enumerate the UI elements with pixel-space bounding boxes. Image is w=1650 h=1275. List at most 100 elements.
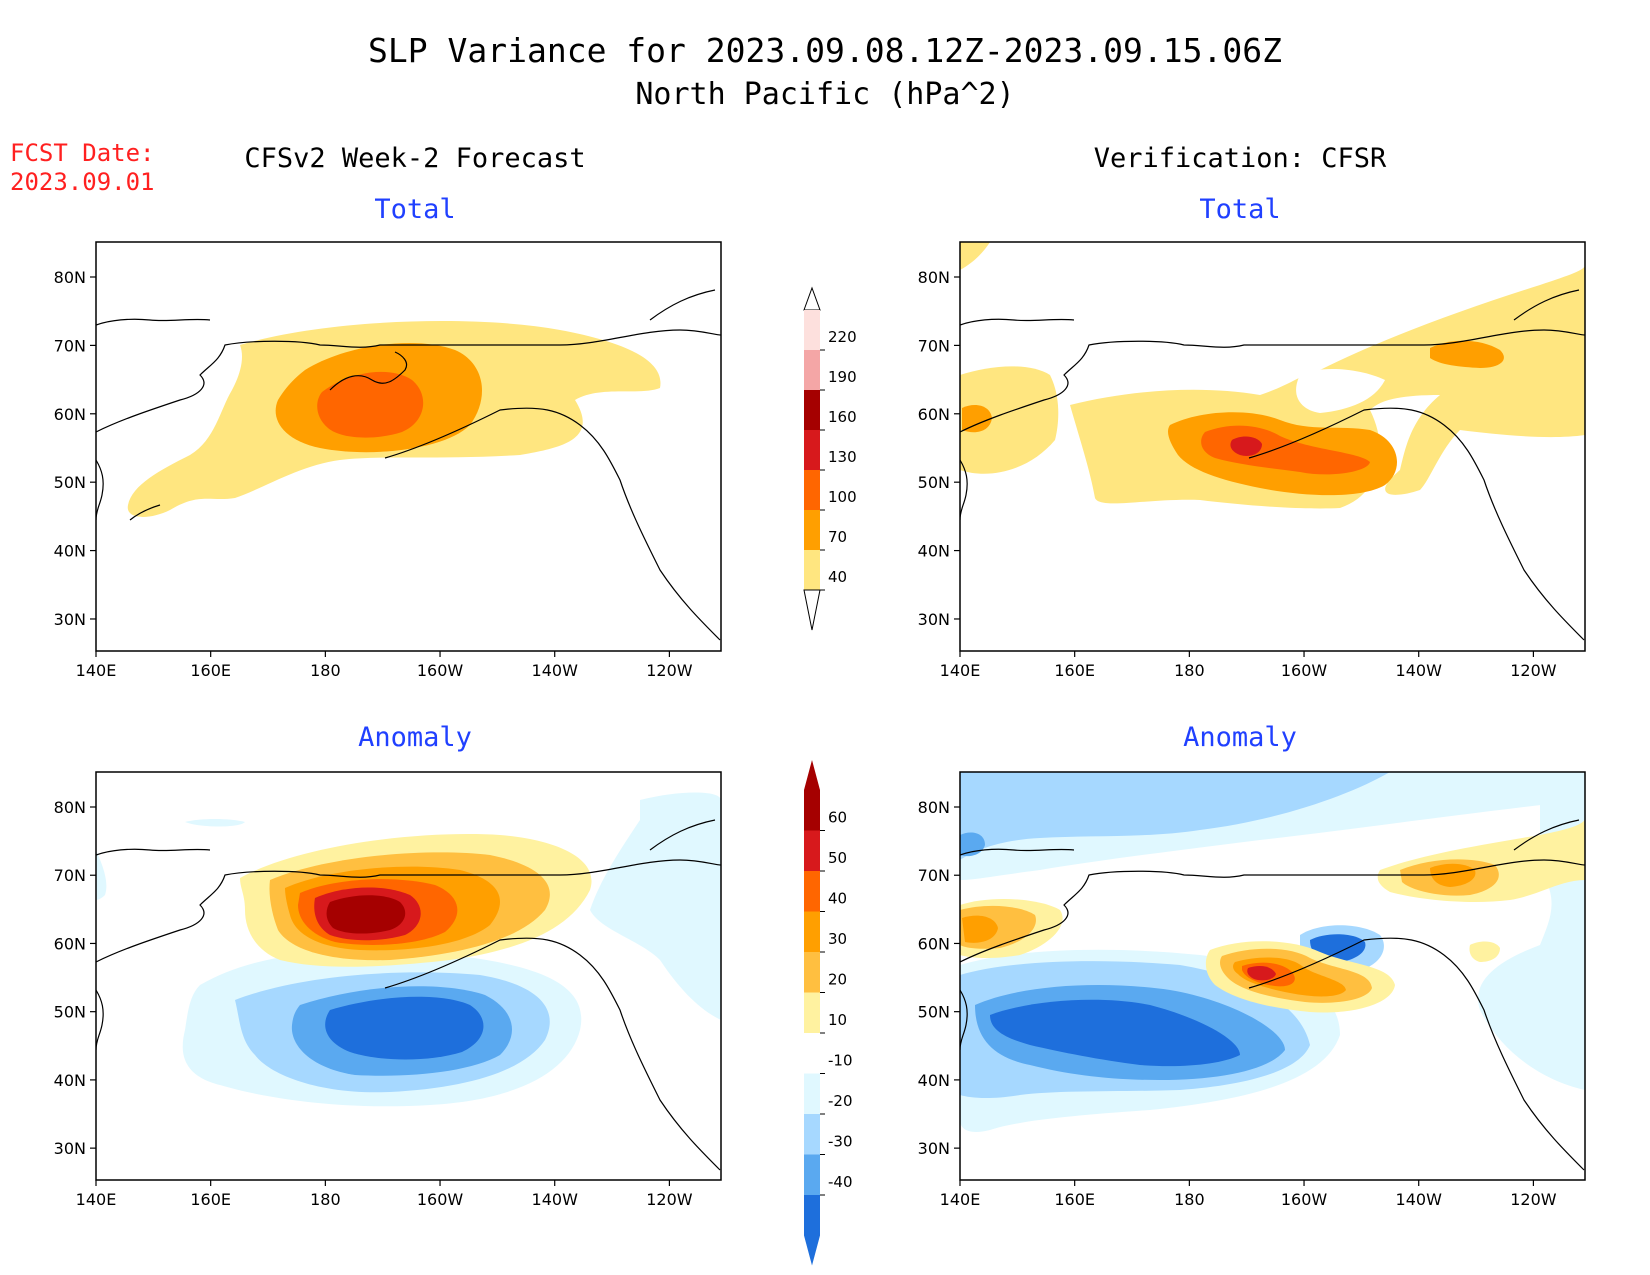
verification-anomaly-map: [960, 772, 1585, 1132]
forecast-anomaly-ytick-label: 50N: [54, 1003, 86, 1022]
verification-total-xtick-label: 160W: [1281, 661, 1328, 680]
forecast-total-xtick-label: 180: [310, 661, 341, 680]
verification-anomaly-ytick-label: 60N: [918, 934, 950, 953]
forecast-total-ytick-label: 80N: [54, 268, 86, 287]
colorbar-total-label: 220: [828, 328, 857, 346]
left-column-title: CFSv2 Week-2 Forecast: [244, 143, 585, 174]
colorbar-total-swatch: [804, 390, 820, 430]
colorbar-total-swatch: [804, 470, 820, 510]
fcst-date: 2023.09.01: [10, 168, 155, 196]
panel-title-forecast-total: Total: [374, 194, 455, 225]
verification-total-map: [960, 242, 1585, 509]
colorbar-total: 220 190 160 130 100 70 40: [803, 286, 857, 631]
subtitle: North Pacific (hPa^2): [635, 77, 1014, 112]
verification-total-xtick-label: 160E: [1054, 661, 1095, 680]
contour-60: [326, 895, 406, 934]
forecast-anomaly-xtick-label: 160E: [190, 1190, 231, 1209]
colorbar-anomaly-swatch: [804, 1073, 820, 1114]
main-title: SLP Variance for 2023.09.08.12Z-2023.09.…: [368, 31, 1282, 70]
forecast-anomaly-xtick-label: 180: [310, 1190, 341, 1209]
contour-neg40-south: [990, 999, 1240, 1067]
contour-neg10-20-east: [590, 792, 721, 1020]
verification-total-xtick-label: 140E: [940, 661, 981, 680]
forecast-anomaly-ytick-label: 30N: [54, 1139, 86, 1158]
verification-anomaly-ytick-label: 80N: [918, 798, 950, 817]
contour-neg10-20-north: [185, 819, 245, 827]
coastline-tr: [960, 289, 1585, 641]
contour-neg10-20-west: [96, 850, 107, 900]
forecast-total-map: [127, 321, 661, 517]
forecast-total-ytick-label: 60N: [54, 405, 86, 424]
forecast-total-xtick-label: 140W: [532, 661, 579, 680]
colorbar-anomaly-label: -30: [828, 1133, 853, 1151]
coastline-bl: [96, 819, 721, 1171]
colorbar-anomaly-swatch: [804, 871, 820, 912]
colorbar-anomaly-label: 30: [828, 930, 847, 948]
verification-total-ytick-label: 30N: [918, 610, 950, 629]
frame-verification-anomaly: [959, 771, 1586, 1181]
right-column-title: Verification: CFSR: [1094, 143, 1387, 174]
forecast-total-xtick-label: 160E: [190, 661, 231, 680]
colorbar-anomaly-swatch: [804, 952, 820, 993]
forecast-anomaly-ytick-label: 60N: [54, 934, 86, 953]
panel-title-verification-anomaly: Anomaly: [1183, 722, 1297, 753]
forecast-anomaly-xtick-label: 120W: [646, 1190, 693, 1209]
forecast-total-ytick-label: 50N: [54, 473, 86, 492]
colorbar-anomaly-swatch: [804, 1033, 820, 1074]
colorbar-total-swatch: [804, 350, 820, 390]
coastline-tl: [96, 289, 721, 641]
contour-30-40-northeast: [1430, 863, 1476, 887]
verification-total-xtick-label: 140W: [1396, 661, 1443, 680]
colorbar-anomaly-label: 60: [828, 809, 847, 827]
colorbar-anomaly-label: 40: [828, 890, 847, 908]
forecast-anomaly-xtick-label: 140E: [76, 1190, 117, 1209]
verification-total-ytick-label: 40N: [918, 542, 950, 561]
colorbar-total-label: 70: [828, 528, 847, 546]
colorbar-anomaly-swatch: [804, 790, 820, 831]
verification-total-ytick-label: 50N: [918, 473, 950, 492]
verification-anomaly-xtick-label: 140E: [940, 1190, 981, 1209]
axes-layer: 140E 160E 180 160W 140W 120W 80N 70N 60N 50N 40N 30…: [54, 268, 1557, 1209]
colorbar-total-label: 190: [828, 368, 857, 386]
forecast-total-ytick-label: 70N: [54, 336, 86, 355]
colorbar-anomaly-label: -20: [828, 1092, 853, 1110]
colorbar-anomaly-label: -40: [828, 1173, 853, 1191]
verification-anomaly-ytick-label: 50N: [918, 1003, 950, 1022]
panel-title-forecast-anomaly: Anomaly: [358, 722, 472, 753]
colorbar-anomaly-swatch: [804, 830, 820, 871]
forecast-total-xtick-label: 120W: [646, 661, 693, 680]
forecast-anomaly-map: [96, 792, 721, 1107]
contour-40-70-west: [960, 366, 1059, 474]
contour-40-70-northeast: [960, 242, 990, 270]
forecast-anomaly-ytick-label: 70N: [54, 866, 86, 885]
verification-total-ytick-label: 70N: [918, 336, 950, 355]
verification-total-ytick-label: 80N: [918, 268, 950, 287]
forecast-anomaly-ytick-label: 40N: [54, 1071, 86, 1090]
panel-title-verification-total: Total: [1199, 194, 1280, 225]
colorbar-total-top-arrow: [803, 286, 821, 311]
contour-neg20-30-north: [960, 772, 1390, 860]
forecast-total-xtick-label: 160W: [417, 661, 464, 680]
verification-anomaly-xtick-label: 180: [1174, 1190, 1205, 1209]
colorbar-total-bottom-arrow: [803, 589, 821, 631]
colorbar-anomaly-label: 50: [828, 849, 847, 867]
colorbar-total-swatch: [804, 430, 820, 470]
verification-total-xtick-label: 120W: [1510, 661, 1557, 680]
verification-anomaly-xtick-label: 160W: [1281, 1190, 1328, 1209]
forecast-total-xtick-label: 140E: [76, 661, 117, 680]
contour-70-100-east: [1430, 340, 1504, 368]
verification-anomaly-xtick-label: 120W: [1510, 1190, 1557, 1209]
contour-100-130: [317, 371, 424, 438]
frame-verification-total: [959, 241, 1586, 652]
colorbar-anomaly-swatch: [804, 911, 820, 952]
colorbar-anomaly-top-arrow: [804, 760, 820, 790]
colorbar-total-label: 40: [828, 568, 847, 586]
contour-neg40: [325, 996, 484, 1060]
verification-anomaly-xtick-label: 140W: [1396, 1190, 1443, 1209]
contour-10-20-dot: [1469, 941, 1500, 962]
forecast-anomaly-ytick-label: 80N: [54, 798, 86, 817]
fcst-label: FCST Date:: [10, 139, 155, 167]
frame-forecast-anomaly: [95, 771, 722, 1181]
contour-50-60-center: [1247, 966, 1276, 981]
